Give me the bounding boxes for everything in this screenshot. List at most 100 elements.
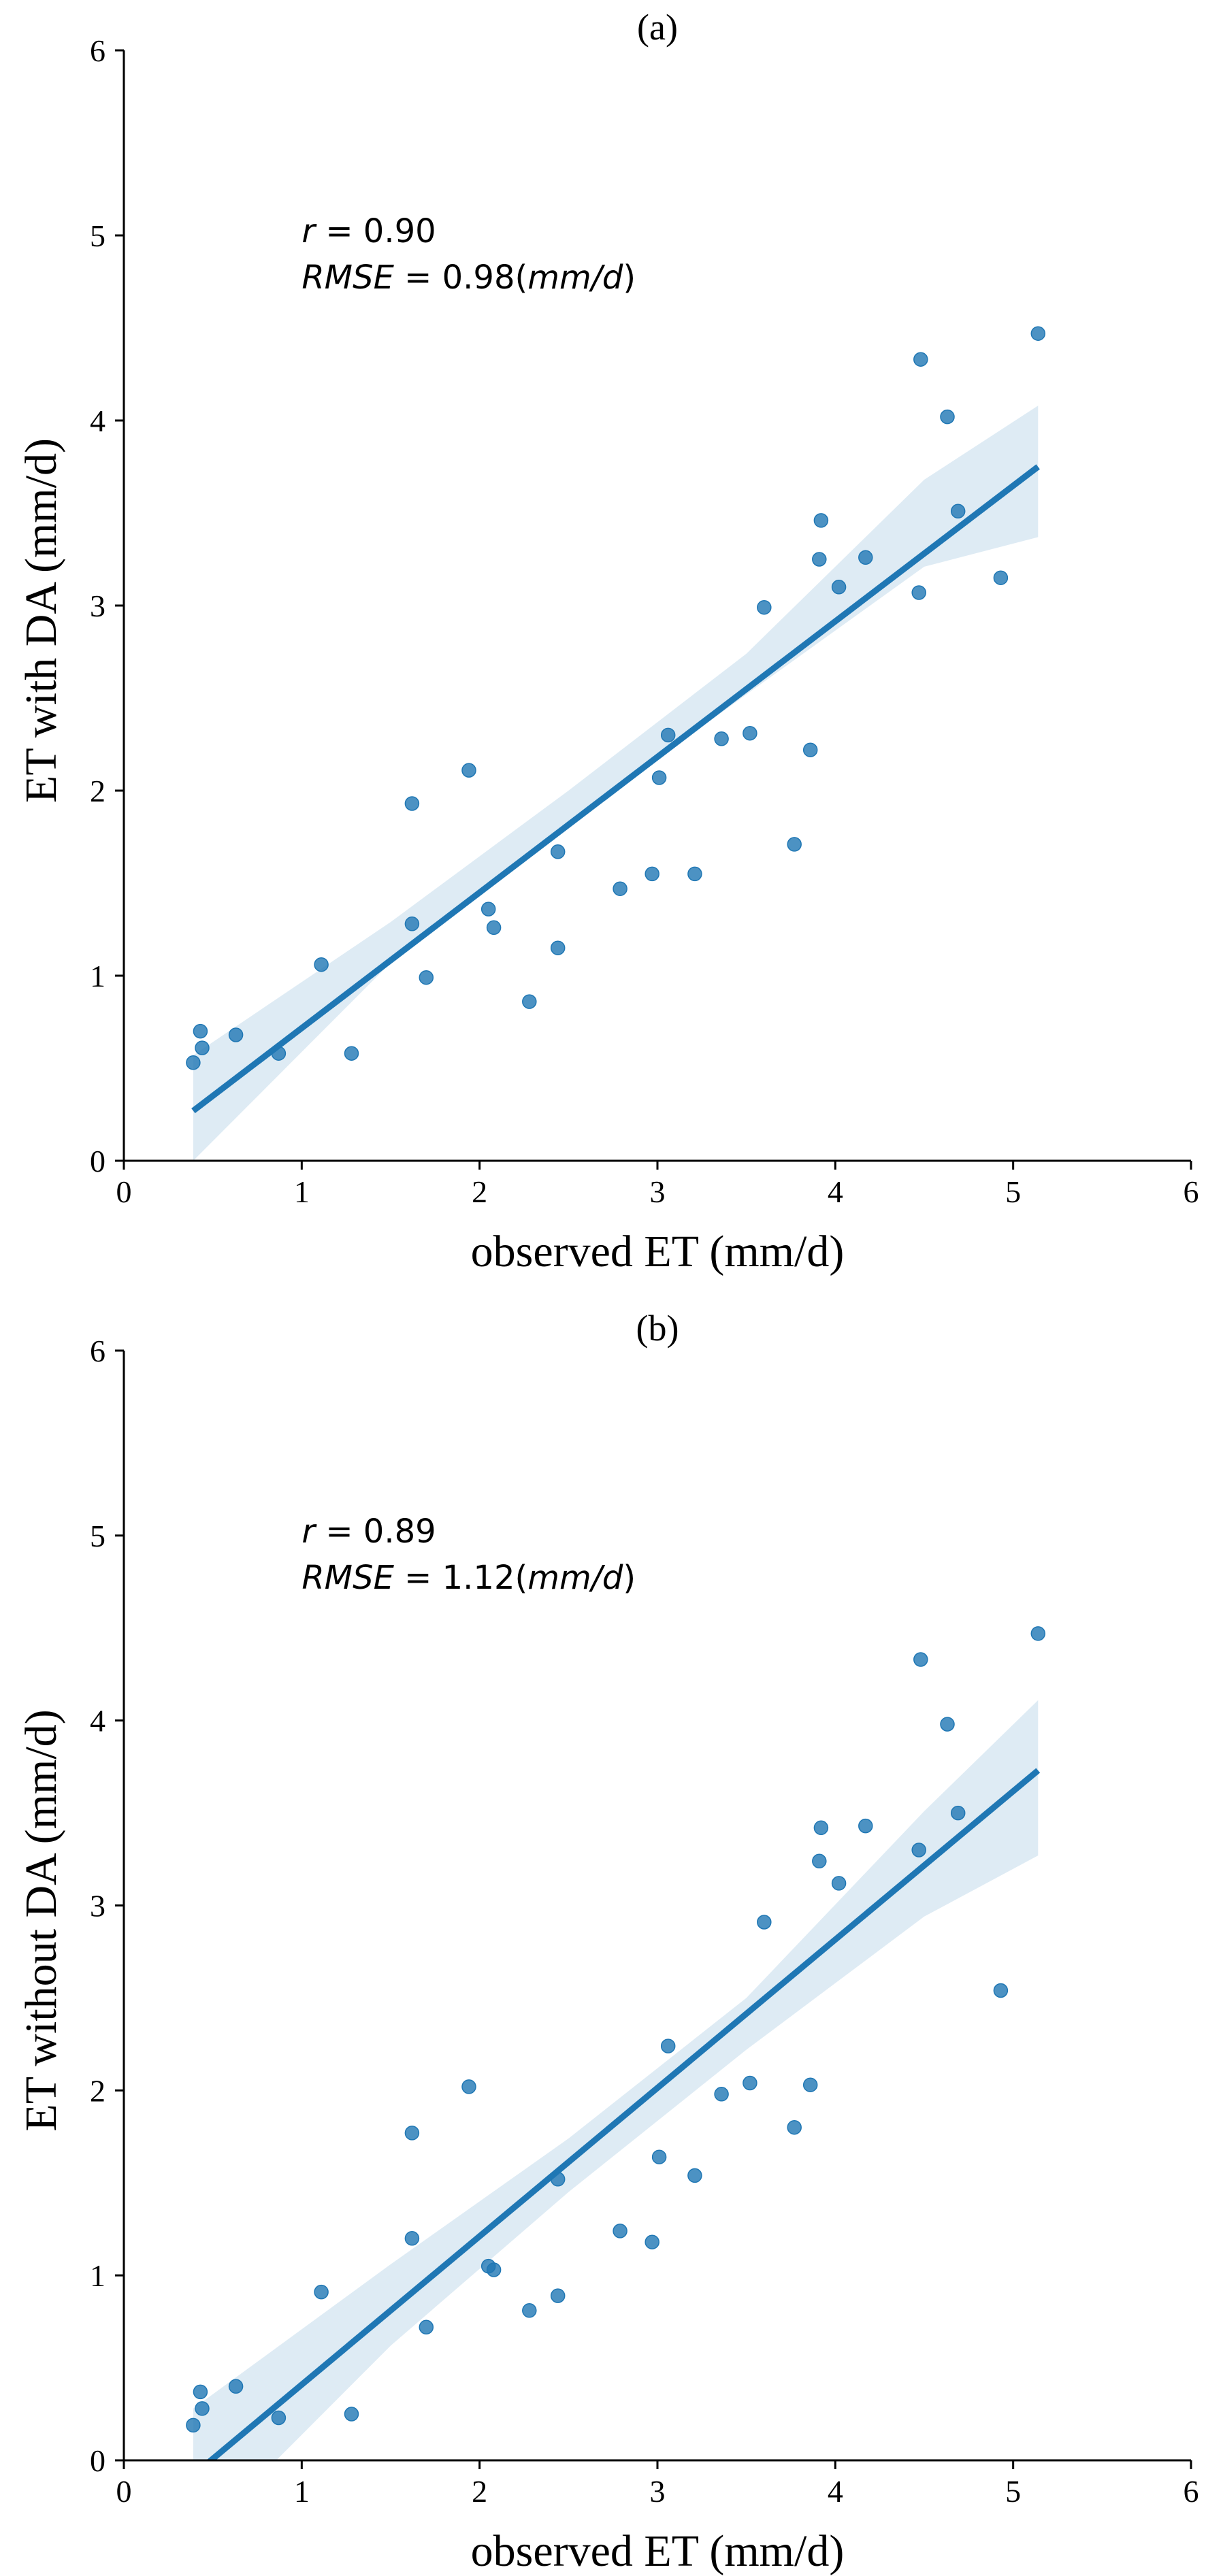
paren-open: ( [515, 259, 528, 297]
data-point [419, 970, 434, 985]
y-axis-label: ET with DA (mm/d) [16, 438, 66, 803]
x-tick-label: 3 [650, 2474, 666, 2509]
data-point [193, 1023, 208, 1039]
data-point [743, 2075, 757, 2091]
data-point [195, 1040, 210, 1055]
x-tick-label: 6 [1184, 2474, 1199, 2509]
data-point [645, 866, 659, 882]
x-axis-label: observed ET (mm/d) [471, 2526, 845, 2576]
data-point [812, 552, 827, 567]
y-tick-label: 6 [90, 1334, 105, 1368]
r-value: 0.89 [363, 1513, 436, 1551]
paren-close: ) [623, 259, 636, 297]
y-tick-label: 5 [90, 218, 105, 253]
data-point [660, 727, 676, 743]
y-tick-label: 4 [90, 403, 105, 438]
x-tick-label: 3 [650, 1174, 666, 1209]
x-tick-label: 4 [828, 1174, 843, 1209]
data-point [802, 742, 818, 757]
data-point [314, 957, 329, 972]
rmse-value: 0.98 [442, 259, 515, 297]
data-point [271, 2410, 287, 2426]
data-point [993, 570, 1009, 585]
data-point [550, 940, 566, 955]
y-tick-label: 0 [90, 2443, 105, 2478]
data-point [404, 2126, 420, 2141]
data-point [913, 352, 928, 367]
equals-sign: = [315, 212, 363, 250]
x-tick-label: 1 [294, 2474, 310, 2509]
panel-caption: (b) [636, 1308, 679, 1349]
confidence-band [193, 1700, 1039, 2460]
data-point [186, 2417, 201, 2433]
data-point [813, 513, 829, 528]
y-tick-label: 3 [90, 589, 105, 623]
data-point [831, 580, 847, 595]
paren-open: ( [515, 1559, 528, 1597]
data-point [404, 796, 420, 811]
data-point [344, 1046, 359, 1061]
data-point [486, 920, 502, 936]
equals-sign: = [394, 1559, 442, 1597]
rmse-annotation: RMSE = 0.98(mm/d) [301, 259, 636, 297]
data-point [480, 902, 496, 917]
data-point [687, 2168, 702, 2183]
data-point [645, 2234, 659, 2249]
data-point [940, 409, 955, 425]
data-point [911, 585, 926, 600]
equals-sign: = [394, 259, 442, 297]
data-point [419, 2319, 434, 2335]
equals-sign: = [315, 1513, 363, 1551]
data-point [940, 1717, 955, 1732]
data-point [651, 2149, 667, 2164]
x-tick-label: 0 [116, 2474, 132, 2509]
rmse-value: 1.12 [442, 1559, 515, 1597]
r-annotation: r = 0.89 [301, 1513, 436, 1551]
r-annotation: r = 0.90 [301, 212, 436, 250]
regression-line [206, 1768, 1041, 2460]
y-tick-label: 4 [90, 1704, 105, 1738]
y-tick-label: 3 [90, 1889, 105, 1923]
data-point [550, 2172, 566, 2187]
y-tick-label: 0 [90, 1144, 105, 1178]
data-point [913, 1652, 928, 1667]
rmse-symbol: RMSE [301, 259, 394, 297]
data-point [228, 2379, 244, 2394]
x-tick-label: 5 [1005, 1174, 1021, 1209]
data-point [757, 1915, 772, 1930]
data-point [802, 2077, 818, 2092]
data-point [787, 2119, 802, 2135]
confidence-band [193, 406, 1039, 1161]
rmse-unit: mm/d [527, 259, 623, 297]
data-point [831, 1876, 847, 1891]
data-point [461, 763, 476, 778]
data-point [228, 1027, 244, 1042]
panel-b: 0 1 2 3 4 5 6 0 1 2 3 4 5 6 observed ET (mm/d) ET witho… [16, 1308, 1199, 2576]
y-tick-label: 2 [90, 774, 105, 808]
y-tick-label: 2 [90, 2073, 105, 2108]
data-point [911, 1843, 926, 1857]
x-tick-label: 1 [294, 1174, 310, 1209]
data-point [651, 770, 667, 785]
y-tick-label: 5 [90, 1519, 105, 1553]
x-tick-label: 6 [1184, 1174, 1199, 1209]
data-point [613, 2224, 627, 2239]
data-point [757, 599, 772, 615]
r-value: 0.90 [363, 212, 436, 250]
data-point [714, 2087, 729, 2102]
data-point [314, 2284, 329, 2300]
y-axis-label: ET without DA (mm/d) [16, 1709, 66, 2131]
panel-a: 0 1 2 3 4 5 6 0 1 2 3 4 5 6 observed ET (mm/d) ET with … [16, 7, 1199, 1276]
rmse-unit: mm/d [527, 1559, 623, 1597]
y-tick-label: 6 [90, 33, 105, 68]
data-point [404, 917, 420, 931]
rmse-symbol: RMSE [301, 1559, 394, 1597]
data-point [550, 2288, 566, 2303]
regression-line [191, 464, 1040, 1114]
data-point [813, 1820, 829, 1836]
x-axis-label: observed ET (mm/d) [471, 1227, 845, 1276]
data-point [743, 725, 757, 741]
data-point [858, 1818, 873, 1834]
y-tick-label: 1 [90, 2258, 105, 2293]
data-point [1030, 326, 1046, 341]
